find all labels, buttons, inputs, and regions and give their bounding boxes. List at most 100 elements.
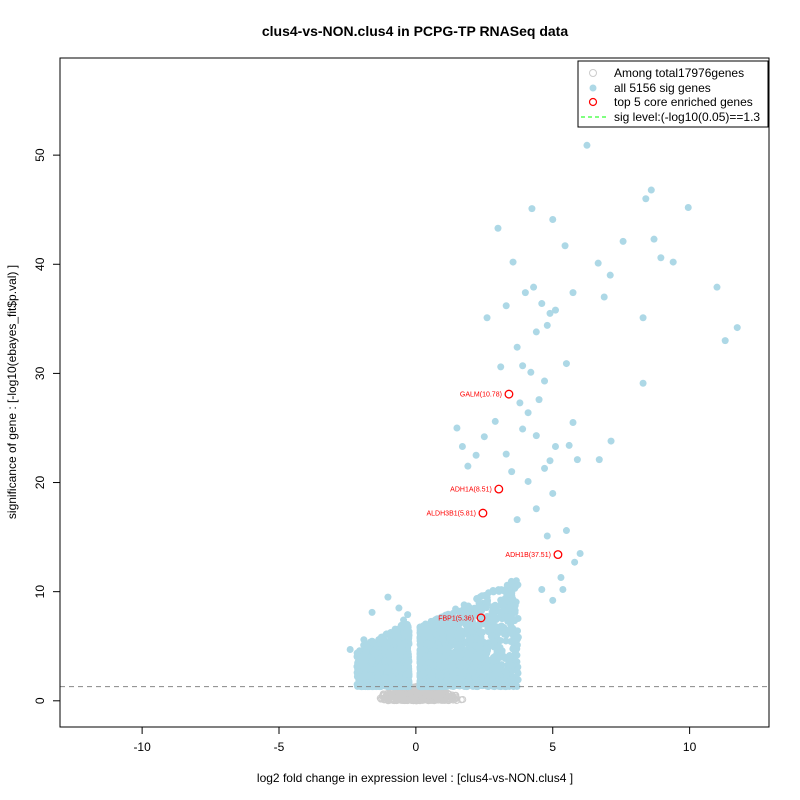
sig-point <box>368 657 376 665</box>
sig-point <box>454 658 462 666</box>
sig-point <box>480 433 488 441</box>
sig-point <box>455 607 463 615</box>
sig-point <box>353 649 361 657</box>
sig-point <box>642 195 650 203</box>
sig-point <box>486 624 494 632</box>
sig-point <box>433 655 441 663</box>
sig-point <box>562 360 570 368</box>
legend-label-total: Among total17976genes <box>614 66 744 80</box>
sig-point <box>504 617 512 625</box>
sig-point <box>513 343 521 351</box>
sig-point <box>573 456 581 464</box>
sig-point <box>457 629 465 637</box>
legend-symbol-total <box>589 69 597 77</box>
sig-point <box>647 186 655 194</box>
sig-point <box>506 652 514 660</box>
x-tick-label: 0 <box>413 740 420 754</box>
points-layer <box>346 141 741 705</box>
sig-point <box>549 596 557 604</box>
nonsig-point <box>395 696 403 704</box>
sig-point <box>495 624 503 632</box>
sig-point <box>417 629 425 637</box>
sig-point <box>505 603 513 611</box>
sig-point <box>456 649 464 657</box>
sig-point <box>418 659 426 667</box>
sig-point <box>594 259 602 267</box>
sig-point <box>538 300 546 308</box>
sig-point <box>458 443 466 451</box>
sig-point <box>368 608 376 616</box>
sig-point <box>443 645 451 653</box>
x-axis-label: log2 fold change in expression level : [… <box>257 771 573 785</box>
sig-point <box>487 632 495 640</box>
sig-point <box>430 677 438 685</box>
nonsig-point <box>386 696 394 704</box>
sig-point <box>514 614 522 622</box>
sig-point <box>416 671 424 679</box>
sig-point <box>528 205 536 213</box>
core-gene-label: ALDH3B1(5.81) <box>427 511 476 518</box>
sig-point <box>368 676 376 684</box>
sig-point <box>607 437 615 445</box>
sig-point <box>650 235 658 243</box>
sig-point <box>511 682 519 690</box>
y-tick-label: 10 <box>33 585 47 599</box>
sig-point <box>400 640 408 648</box>
sig-point <box>513 516 521 524</box>
sig-point <box>449 609 457 617</box>
sig-point <box>524 477 532 485</box>
sig-point <box>381 657 389 665</box>
sig-point <box>416 640 424 648</box>
sig-point <box>472 658 480 666</box>
core-gene-marker <box>478 508 488 518</box>
nonsig-point <box>443 696 451 704</box>
sig-point <box>400 665 408 673</box>
sig-point <box>559 585 567 593</box>
sig-point <box>521 289 529 297</box>
sig-point <box>369 639 377 647</box>
sig-point <box>385 652 393 660</box>
sig-point <box>511 631 519 639</box>
sig-point <box>436 626 444 634</box>
sig-point <box>639 379 647 387</box>
sig-point <box>465 677 473 685</box>
sig-point <box>446 620 454 628</box>
sig-point <box>527 368 535 376</box>
sig-point <box>490 657 498 665</box>
sig-point <box>562 527 570 535</box>
sig-point <box>546 309 554 317</box>
sig-point <box>546 457 554 465</box>
sig-point <box>541 377 549 385</box>
sig-point <box>571 558 579 566</box>
nonsig-point <box>381 695 389 703</box>
sig-point <box>389 677 397 685</box>
sig-point <box>381 663 389 671</box>
sig-point <box>505 660 513 668</box>
core-gene-label: ADH1B(37.51) <box>505 552 551 559</box>
sig-point <box>532 505 540 513</box>
sig-point <box>355 661 363 669</box>
sig-point <box>461 662 469 670</box>
y-axis: 0 10 20 30 40 50 <box>33 148 61 704</box>
sig-point <box>511 602 519 610</box>
sig-point <box>437 673 445 681</box>
sig-point <box>495 671 503 679</box>
sig-point <box>530 283 538 291</box>
sig-point <box>619 237 627 245</box>
sig-point <box>362 648 370 656</box>
nonsig-point <box>415 691 423 699</box>
y-tick-label: 40 <box>33 257 47 271</box>
sig-point <box>516 399 524 407</box>
sig-point <box>483 678 491 686</box>
sig-point <box>509 595 517 603</box>
sig-point <box>669 258 677 266</box>
sig-point <box>346 646 354 654</box>
sig-point <box>543 532 551 540</box>
sig-point <box>489 663 497 671</box>
sig-point <box>360 660 368 668</box>
sig-point <box>543 321 551 329</box>
sig-point <box>684 204 692 212</box>
sig-point <box>377 682 385 690</box>
sig-point <box>482 649 490 657</box>
sig-point <box>600 293 608 301</box>
